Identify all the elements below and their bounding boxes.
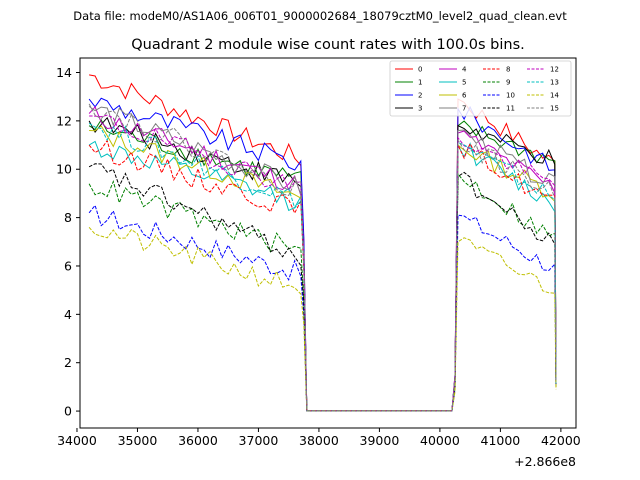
series-line-9 <box>88 172 557 412</box>
x-axis: 34000 35000 36000 37000 38000 39000 40000 41000… <box>57 428 581 448</box>
x-tick-label: 37000 <box>239 433 279 448</box>
legend-label: 9 <box>506 79 510 87</box>
x-tick-label: 41000 <box>481 433 521 448</box>
legend-label: 1 <box>418 79 422 87</box>
y-tick-label: 4 <box>64 307 72 322</box>
series-line-11 <box>88 163 557 412</box>
series-line-12 <box>89 114 557 412</box>
series-layer <box>88 74 557 412</box>
legend-label: 15 <box>550 105 559 113</box>
y-axis: 0 2 4 6 8 10 12 14 <box>56 65 80 419</box>
legend-label: 0 <box>418 66 422 74</box>
x-tick-label: 40000 <box>420 433 460 448</box>
legend-label: 4 <box>462 66 467 74</box>
series-line-0 <box>89 74 557 412</box>
chart-suptitle: Data file: modeM0/AS1A06_006T01_90000026… <box>73 9 567 23</box>
plot-frame <box>79 57 577 429</box>
x-tick-label: 42000 <box>541 433 581 448</box>
x-tick-label: 39000 <box>360 433 400 448</box>
series-line-14 <box>88 226 557 412</box>
series-line-5 <box>88 140 557 412</box>
y-tick-label: 10 <box>56 162 72 177</box>
legend-label: 7 <box>462 105 466 113</box>
y-tick-label: 14 <box>56 65 72 80</box>
x-axis-offset-label: +2.866e8 <box>514 454 576 469</box>
x-tick-label: 35000 <box>118 433 158 448</box>
legend-label: 11 <box>506 105 515 113</box>
legend-label: 6 <box>462 92 467 100</box>
y-tick-label: 2 <box>64 355 72 370</box>
y-tick-label: 8 <box>64 210 72 225</box>
legend-label: 12 <box>550 66 559 74</box>
series-line-6 <box>89 125 557 412</box>
x-tick-label: 38000 <box>299 433 339 448</box>
legend-label: 5 <box>462 79 466 87</box>
y-tick-label: 12 <box>56 113 72 128</box>
legend-frame <box>389 60 572 117</box>
legend-label: 3 <box>418 105 422 113</box>
series-line-10 <box>88 204 557 412</box>
y-tick-label: 6 <box>64 258 72 273</box>
chart-title: Quadrant 2 module wise count rates with … <box>131 37 525 53</box>
series-line-15 <box>88 103 557 412</box>
legend-label: 10 <box>506 92 515 100</box>
legend-label: 13 <box>550 79 559 87</box>
y-tick-label: 0 <box>64 404 72 419</box>
series-line-8 <box>88 139 557 412</box>
legend-label: 14 <box>550 92 559 100</box>
legend-label: 8 <box>506 66 510 74</box>
x-tick-label: 34000 <box>57 433 97 448</box>
x-tick-label: 36000 <box>178 433 218 448</box>
legend-label: 2 <box>418 92 422 100</box>
